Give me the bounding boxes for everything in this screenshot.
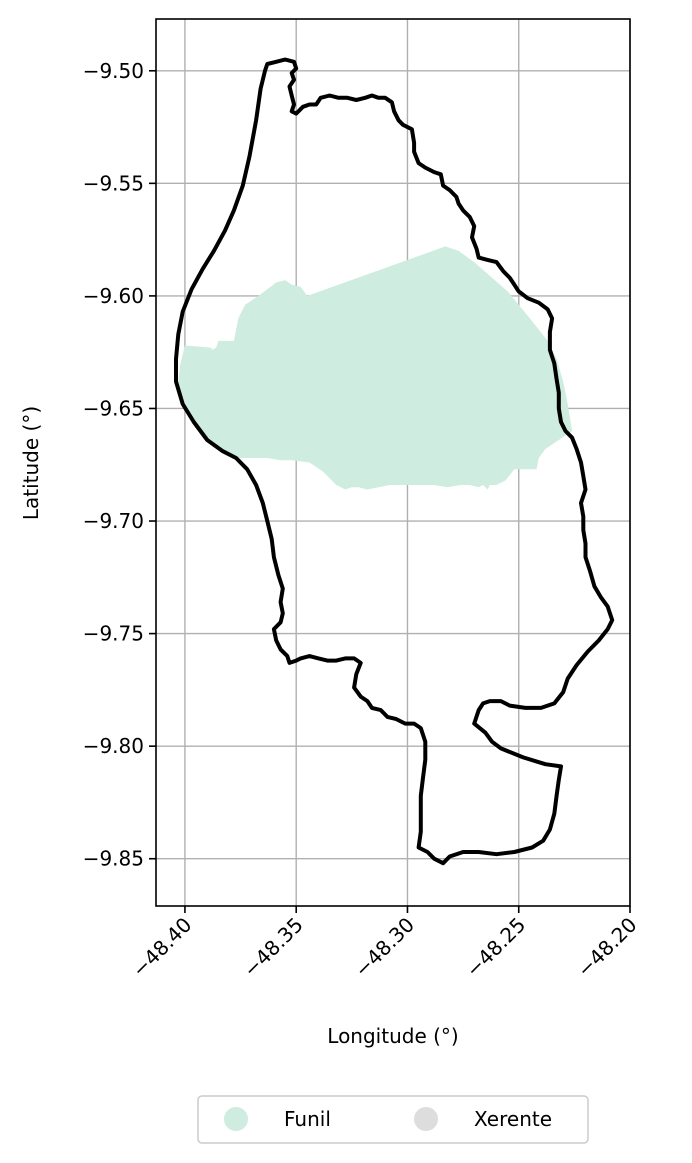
boundary-xerente (174, 57, 615, 866)
y-tick-label: −9.85 (83, 847, 144, 871)
legend-swatch-xerente (414, 1107, 438, 1131)
legend-label-funil: Funil (284, 1107, 331, 1131)
legend-swatch-funil (224, 1107, 248, 1131)
y-tick-label: −9.50 (83, 59, 144, 83)
legend-box (197, 1095, 589, 1144)
y-tick-label: −9.75 (83, 622, 144, 646)
y-axis-label: Latitude (°) (19, 406, 43, 520)
y-tick-label: −9.65 (83, 396, 144, 420)
plot-area: −48.40 −48.35 −48.30 −48.25 −48.20 −9.50−9.5… (83, 18, 642, 982)
legend-label-xerente: Xerente (474, 1107, 552, 1131)
region-shapes (174, 57, 615, 866)
y-tick-label: −9.80 (83, 734, 144, 758)
legend: Funil Xerente (197, 1095, 589, 1144)
y-tick-label: −9.70 (83, 509, 144, 533)
y-tick-label: −9.55 (83, 171, 144, 195)
x-axis-label: Longitude (°) (327, 1024, 458, 1048)
axes-frame (155, 18, 631, 907)
region-funil (178, 246, 573, 490)
y-axis-ticks: −9.50 −9.55 −9.60 −9.65 −9.70 −9.75 −9.80 −9.85 (83, 59, 156, 871)
y-tick-label: −9.60 (83, 284, 144, 308)
